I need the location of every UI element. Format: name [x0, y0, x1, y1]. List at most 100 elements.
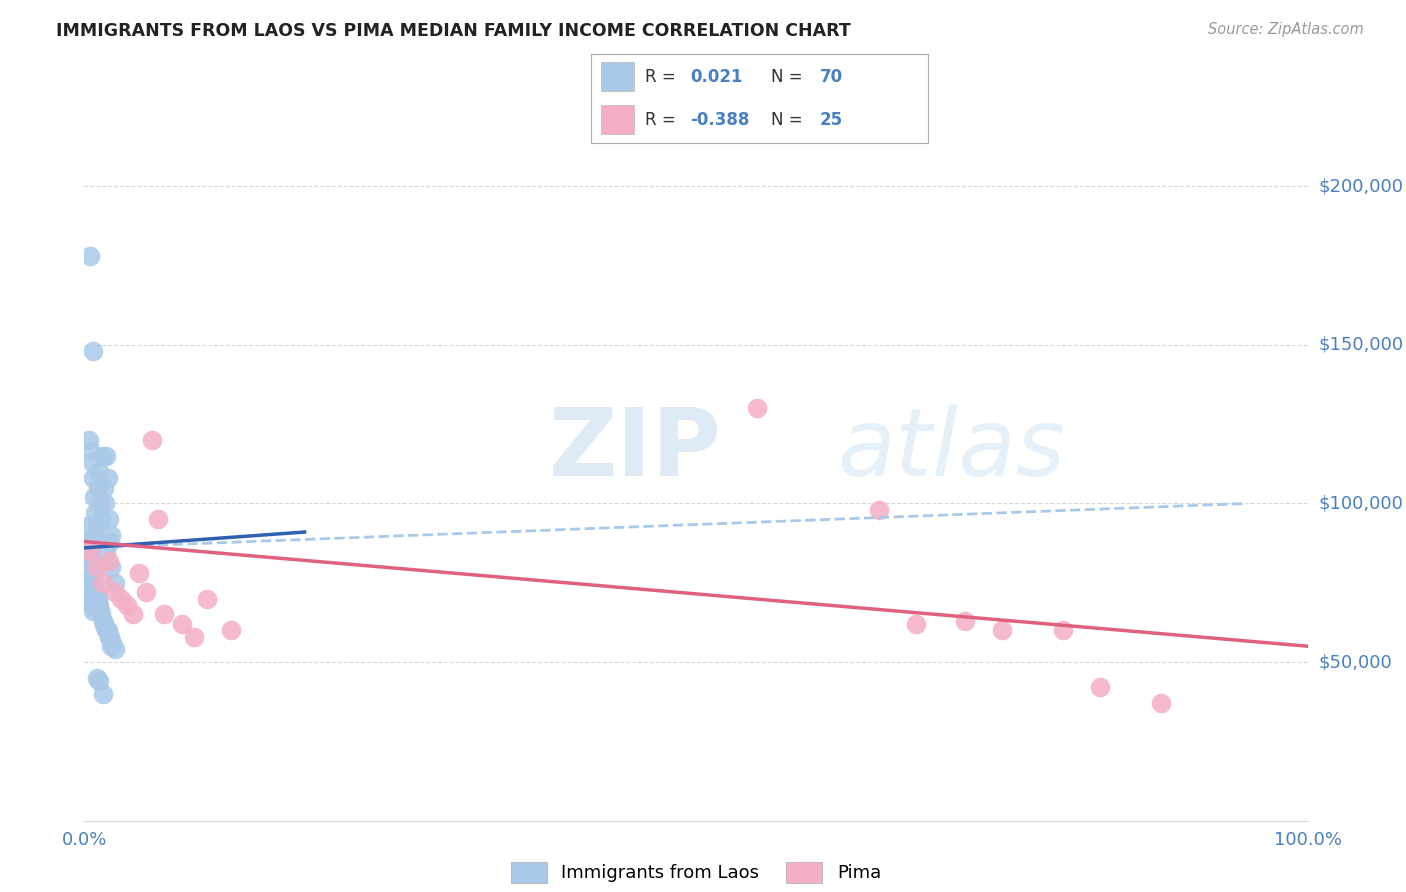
- Bar: [600, 105, 634, 134]
- Point: [87, 598, 110, 612]
- Point: [93, 481, 115, 495]
- Point: [77, 534, 100, 549]
- Point: [82, 471, 104, 485]
- Text: -0.388: -0.388: [690, 111, 749, 128]
- Point: [104, 642, 127, 657]
- Point: [183, 630, 205, 644]
- Point: [86, 518, 108, 533]
- Point: [94, 496, 117, 510]
- Text: atlas: atlas: [837, 404, 1064, 495]
- Text: $150,000: $150,000: [1319, 336, 1403, 354]
- Text: N =: N =: [770, 68, 808, 86]
- Point: [97, 624, 120, 638]
- Text: N =: N =: [770, 111, 808, 128]
- Point: [96, 624, 118, 638]
- Text: Source: ZipAtlas.com: Source: ZipAtlas.com: [1208, 22, 1364, 37]
- Point: [87, 465, 110, 479]
- Point: [94, 620, 117, 634]
- Point: [97, 630, 120, 644]
- Point: [86, 591, 108, 606]
- Text: 70: 70: [820, 68, 844, 86]
- Point: [80, 553, 103, 567]
- Point: [83, 575, 105, 590]
- Point: [115, 598, 138, 612]
- Point: [79, 544, 101, 558]
- Point: [100, 639, 122, 653]
- Point: [104, 575, 127, 590]
- Point: [141, 433, 163, 447]
- Point: [77, 575, 100, 590]
- Point: [122, 607, 145, 622]
- Point: [79, 442, 101, 457]
- Point: [79, 249, 101, 263]
- Text: $100,000: $100,000: [1319, 494, 1403, 513]
- Point: [905, 617, 928, 632]
- Point: [1052, 624, 1074, 638]
- Point: [87, 481, 110, 495]
- Point: [79, 553, 101, 567]
- Text: 0.021: 0.021: [690, 68, 742, 86]
- Point: [84, 506, 107, 520]
- Point: [96, 544, 118, 558]
- Point: [97, 553, 120, 567]
- Point: [80, 591, 103, 606]
- Point: [83, 575, 105, 590]
- Point: [1088, 681, 1111, 695]
- Point: [93, 617, 115, 632]
- Legend: Immigrants from Laos, Pima: Immigrants from Laos, Pima: [503, 855, 889, 890]
- Text: ZIP: ZIP: [550, 403, 723, 496]
- Point: [89, 604, 111, 618]
- Text: R =: R =: [644, 68, 681, 86]
- Point: [101, 636, 124, 650]
- Point: [91, 575, 114, 590]
- Point: [146, 512, 169, 526]
- Point: [90, 607, 112, 622]
- Point: [219, 624, 242, 638]
- Point: [82, 566, 104, 581]
- Point: [869, 503, 891, 517]
- Point: [77, 585, 100, 599]
- Point: [77, 518, 100, 533]
- Point: [76, 544, 98, 558]
- Point: [83, 490, 105, 504]
- Point: [135, 585, 157, 599]
- Point: [91, 687, 114, 701]
- Point: [82, 604, 104, 618]
- Point: [83, 528, 105, 542]
- Point: [91, 449, 114, 463]
- Text: $200,000: $200,000: [1319, 178, 1403, 195]
- Point: [1150, 696, 1173, 710]
- Point: [128, 566, 150, 581]
- Text: $50,000: $50,000: [1319, 653, 1392, 671]
- Point: [77, 560, 100, 574]
- Point: [98, 630, 121, 644]
- Point: [100, 528, 122, 542]
- Point: [86, 589, 108, 603]
- Point: [82, 534, 104, 549]
- Point: [747, 401, 769, 416]
- Bar: [600, 62, 634, 91]
- Point: [153, 607, 176, 622]
- Point: [91, 614, 114, 628]
- Point: [195, 591, 218, 606]
- Point: [89, 496, 111, 510]
- Point: [100, 560, 122, 574]
- Point: [104, 585, 127, 599]
- Point: [87, 598, 110, 612]
- Point: [77, 573, 100, 587]
- Point: [97, 471, 120, 485]
- Point: [80, 455, 103, 469]
- Point: [110, 591, 132, 606]
- Point: [77, 550, 100, 565]
- Point: [87, 674, 110, 689]
- Point: [990, 624, 1012, 638]
- Point: [97, 512, 120, 526]
- Point: [86, 560, 108, 574]
- Point: [79, 591, 101, 606]
- Text: R =: R =: [644, 111, 681, 128]
- Point: [90, 512, 112, 526]
- Point: [953, 614, 976, 628]
- Point: [80, 560, 103, 574]
- Point: [79, 544, 101, 558]
- Point: [98, 534, 121, 549]
